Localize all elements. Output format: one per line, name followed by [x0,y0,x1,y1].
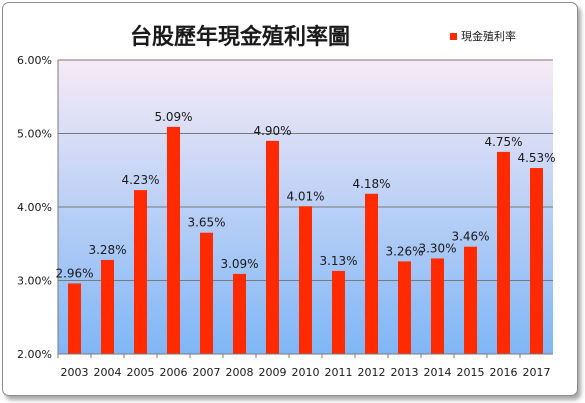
x-tick-label: 2015 [457,366,485,379]
bar [68,283,81,354]
bar [266,140,279,354]
data-label: 3.65% [187,216,225,230]
x-tick-label: 2011 [325,366,353,379]
x-tick-label: 2010 [292,366,320,379]
data-label: 3.46% [451,230,489,244]
data-label: 2.96% [55,266,93,280]
bar [365,193,378,354]
x-tick-label: 2003 [61,366,89,379]
data-label: 4.53% [517,151,555,165]
bar [134,190,147,354]
bar [167,126,180,354]
data-label: 3.09% [220,257,258,271]
x-tick-label: 2014 [424,366,452,379]
data-label: 3.28% [88,243,126,257]
data-label: 3.30% [418,241,456,255]
x-tick-label: 2004 [94,366,122,379]
bar [398,261,411,354]
data-label: 4.01% [286,189,324,203]
bar [464,246,477,354]
bar [299,206,312,354]
y-tick-label: 6.00% [17,54,52,67]
chart-title: 台股歷年現金殖利率圖 [130,24,350,50]
bar [101,259,114,354]
data-labels: 2.96% 3.28% 4.23% 5.09% 3.65% 3.09% 4.90% 4.01%… [55,110,555,281]
x-tick-label: 2007 [193,366,221,379]
x-tick-label: 2006 [160,366,188,379]
legend-label: 現金殖利率 [461,29,516,43]
bars [68,126,543,354]
y-tick-label: 4.00% [17,201,52,214]
data-label: 4.18% [352,177,390,191]
data-label: 4.23% [121,173,159,187]
data-label: 3.13% [319,254,357,268]
x-tick-label: 2016 [490,366,518,379]
data-label: 3.26% [385,244,423,258]
bar [332,270,345,354]
x-tick-label: 2017 [523,366,551,379]
data-label: 4.75% [484,135,522,149]
x-axis: 2003 2004 2005 2006 2007 2008 2009 2010 2011 2012… [57,353,553,379]
x-tick-label: 2009 [259,366,287,379]
legend: 現金殖利率 [450,29,516,43]
y-tick-label: 2.00% [17,348,52,361]
data-label: 4.90% [253,124,291,138]
bar [200,232,213,354]
y-axis: 2.00% 3.00% 4.00% 5.00% 6.00% [17,54,59,361]
bar [497,151,510,354]
legend-swatch [450,33,457,40]
x-tick-label: 2008 [226,366,254,379]
y-tick-label: 5.00% [17,128,52,141]
data-label: 5.09% [154,110,192,124]
bar [431,258,444,354]
x-tick-label: 2012 [358,366,386,379]
bar [530,168,543,354]
x-tick-label: 2005 [127,366,155,379]
bar [233,273,246,354]
y-tick-label: 3.00% [17,275,52,288]
x-tick-label: 2013 [391,366,419,379]
